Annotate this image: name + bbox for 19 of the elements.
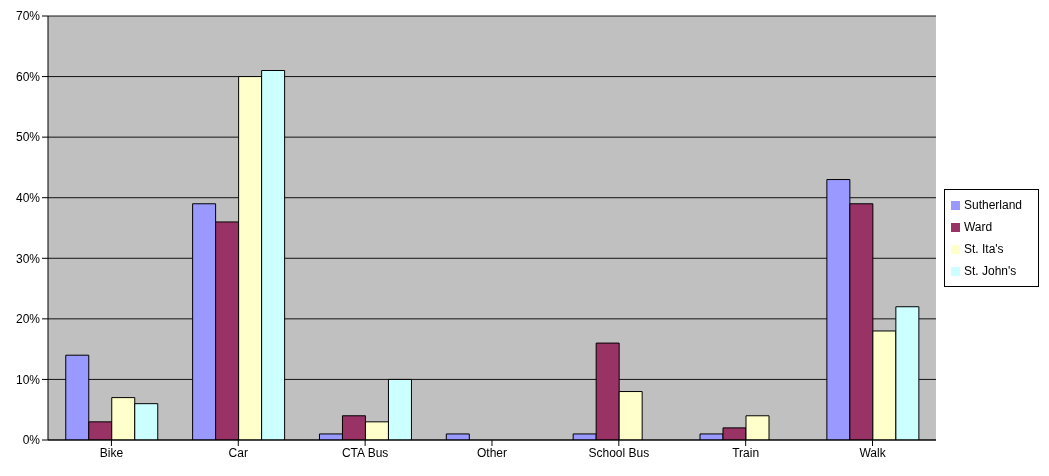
y-tick-label: 0%: [22, 433, 41, 448]
y-tick-label: 20%: [15, 312, 41, 327]
x-tick-label: Car: [228, 445, 248, 460]
y-tick-label: 10%: [15, 372, 41, 387]
legend-label: St. John's: [963, 264, 1017, 278]
x-tick-label: Bike: [99, 445, 124, 460]
x-tick-label: Train: [732, 445, 760, 460]
x-tick-label: Other: [476, 445, 507, 460]
y-tick-label: 60%: [15, 69, 41, 84]
y-tick-label: 40%: [15, 190, 41, 205]
legend-label: Ward: [963, 220, 993, 234]
legend-label: Sutherland: [963, 198, 1022, 212]
y-tick-label: 50%: [15, 130, 41, 145]
y-tick-label: 30%: [15, 251, 41, 266]
y-tick-label: 70%: [15, 9, 41, 24]
legend-label: St. Ita's: [963, 242, 1004, 256]
x-tick-label: CTA Bus: [341, 445, 389, 460]
x-tick-label: School Bus: [588, 445, 650, 460]
x-tick-label: Walk: [859, 445, 887, 460]
